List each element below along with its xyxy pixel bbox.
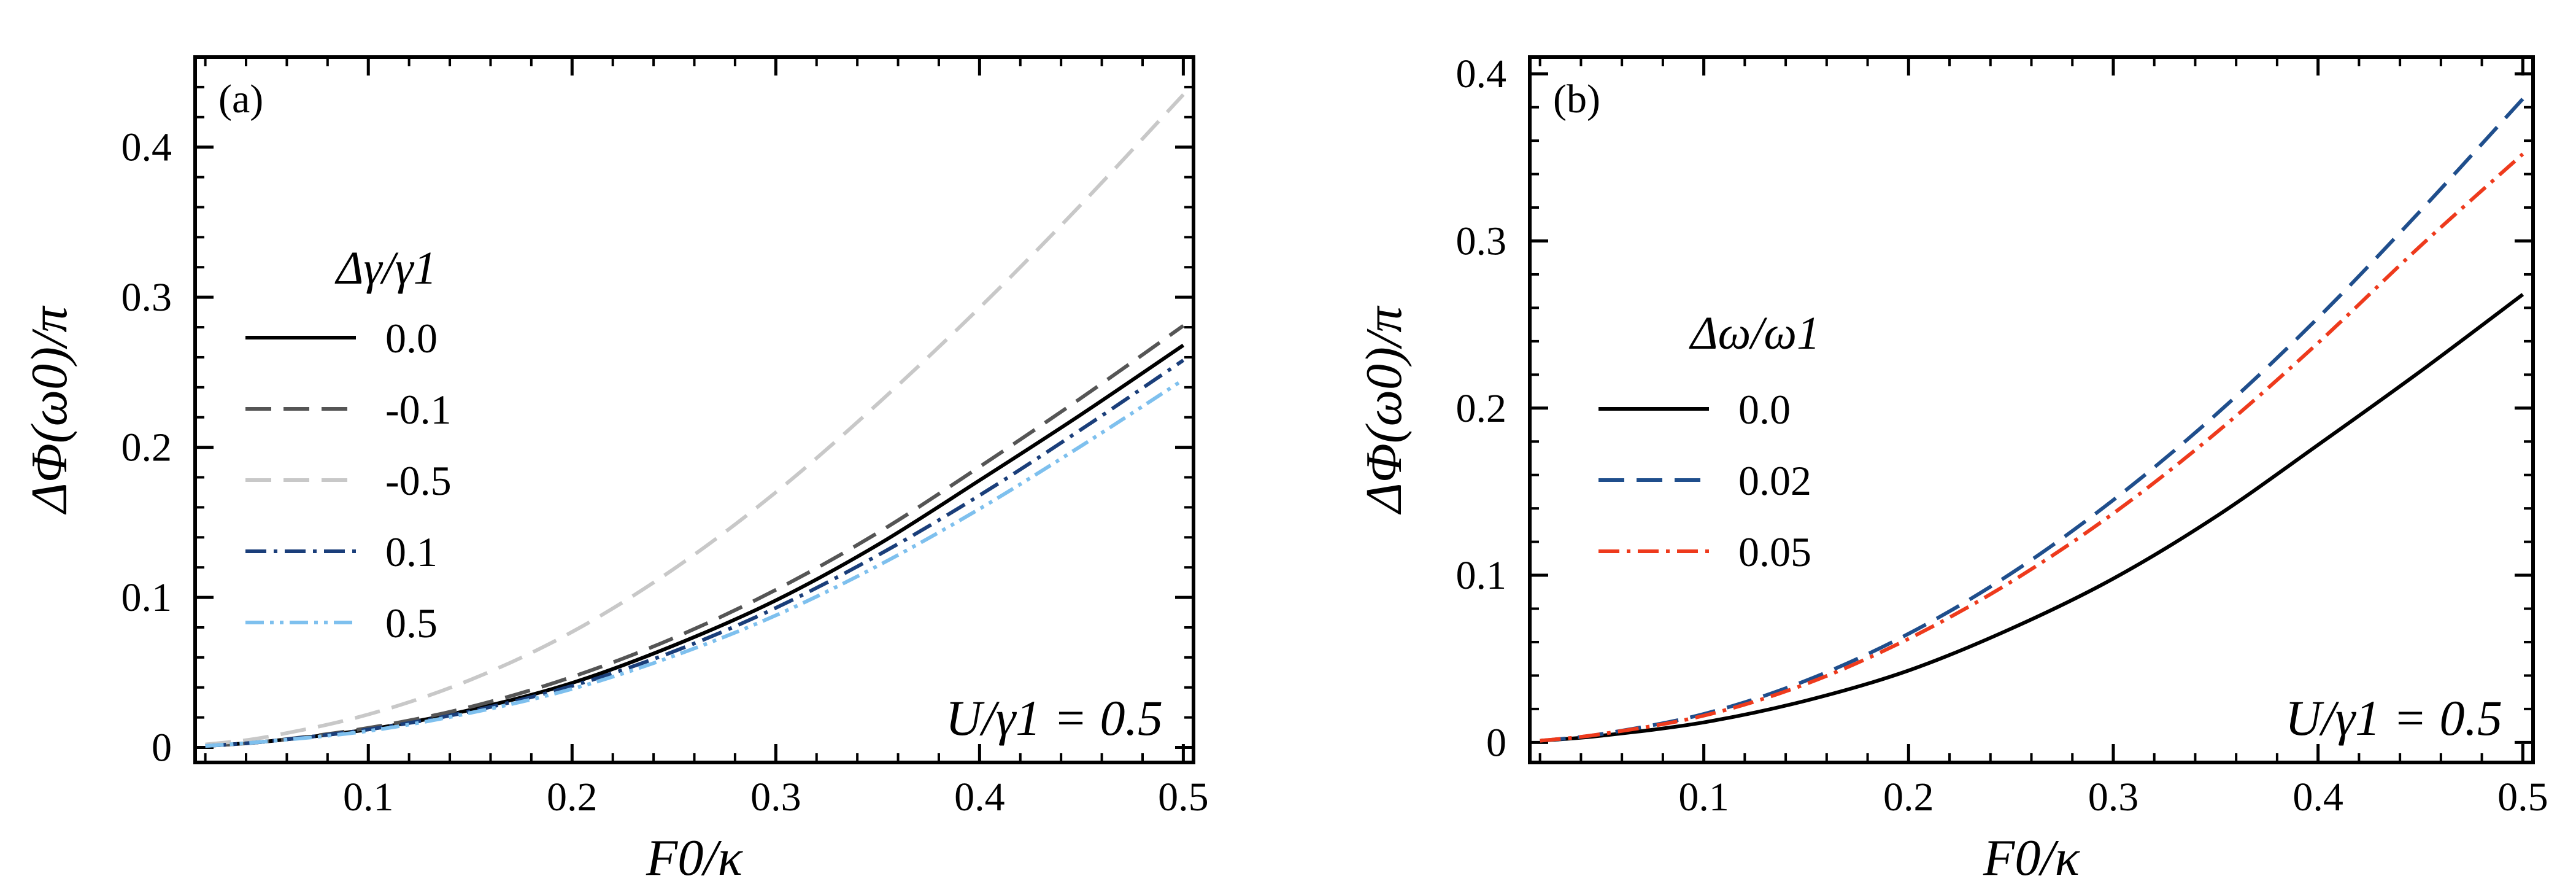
legend-title: Δω/ω1 xyxy=(1689,308,1820,359)
legend: Δγ/γ1 0.0 -0.1 -0.5 0.1 0.5 xyxy=(245,242,452,646)
series-line--0.1 xyxy=(205,324,1185,748)
y-tick-label: 0.4 xyxy=(1456,52,1507,96)
y-tick-label: 0.4 xyxy=(121,125,172,170)
legend-entry-label: 0.0 xyxy=(385,315,438,362)
annotation: U/γ1 = 0.5 xyxy=(946,690,1163,746)
y-tick-label: 0.1 xyxy=(1456,553,1507,598)
legend-entry-label: 0.0 xyxy=(1738,386,1791,433)
legend: Δω/ω1 0.0 0.02 0.05 xyxy=(1598,308,1820,575)
series-line-0.0 xyxy=(1540,293,2524,743)
series-line--0.5 xyxy=(205,93,1185,747)
series-line-0.5 xyxy=(205,378,1185,748)
series-line-0.0 xyxy=(205,343,1185,748)
x-tick-label: 0.2 xyxy=(1883,775,1934,820)
series-line-0.05 xyxy=(1540,152,2524,743)
x-tick-label: 0.4 xyxy=(954,775,1005,820)
y-tick-label: 0 xyxy=(152,726,172,770)
x-tick-label: 0.2 xyxy=(547,775,598,820)
x-tick-label: 0.1 xyxy=(1678,775,1729,820)
x-tick-label: 0.1 xyxy=(343,775,394,820)
x-tick-label: 0.5 xyxy=(1158,775,1209,820)
series-line-0.1 xyxy=(205,359,1185,748)
y-axis-label: ΔΦ(ω0)/π xyxy=(1355,305,1413,515)
legend-entry-label: 0.1 xyxy=(385,529,438,575)
x-tick-label: 0.3 xyxy=(2088,775,2139,820)
y-tick-label: 0.2 xyxy=(121,425,172,470)
panel-b: 0.1 0.2 0.3 0.4 0.5 0 0.1 0.2 0.3 0.4 (b) Δω/ω1 0.0 0… xyxy=(1355,52,2548,886)
legend-entry-label: -0.1 xyxy=(385,386,452,433)
y-tick-label: 0.3 xyxy=(1456,219,1507,264)
legend-title: Δγ/γ1 xyxy=(334,242,437,294)
x-axis-label: F0/κ xyxy=(646,829,744,886)
legend-entry-label: 0.05 xyxy=(1738,529,1811,575)
y-tick-label: 0.2 xyxy=(1456,386,1507,431)
y-axis-label: ΔΦ(ω0)/π xyxy=(21,305,78,515)
series-line-0.02 xyxy=(1540,98,2524,743)
x-axis-label: F0/κ xyxy=(1983,829,2081,886)
x-tick-label: 0.4 xyxy=(2293,775,2343,820)
x-tick-label: 0.5 xyxy=(2497,775,2548,820)
panel-a: 0.1 0.2 0.3 0.4 0.5 0 0.1 0.2 0.3 0.4 (a) Δγ/γ1 0.0 -… xyxy=(21,55,1209,886)
y-tick-label: 0.3 xyxy=(121,275,172,320)
y-tick-label: 0.1 xyxy=(121,575,172,620)
legend-entry-label: 0.5 xyxy=(385,600,438,646)
y-tick-label: 0 xyxy=(1486,720,1506,765)
panel-label: (b) xyxy=(1553,77,1600,122)
legend-entry-label: 0.02 xyxy=(1738,457,1811,504)
x-tick-label: 0.3 xyxy=(750,775,801,820)
legend-entry-label: -0.5 xyxy=(385,457,452,504)
annotation: U/γ1 = 0.5 xyxy=(2285,690,2502,746)
panel-label: (a) xyxy=(218,77,263,122)
